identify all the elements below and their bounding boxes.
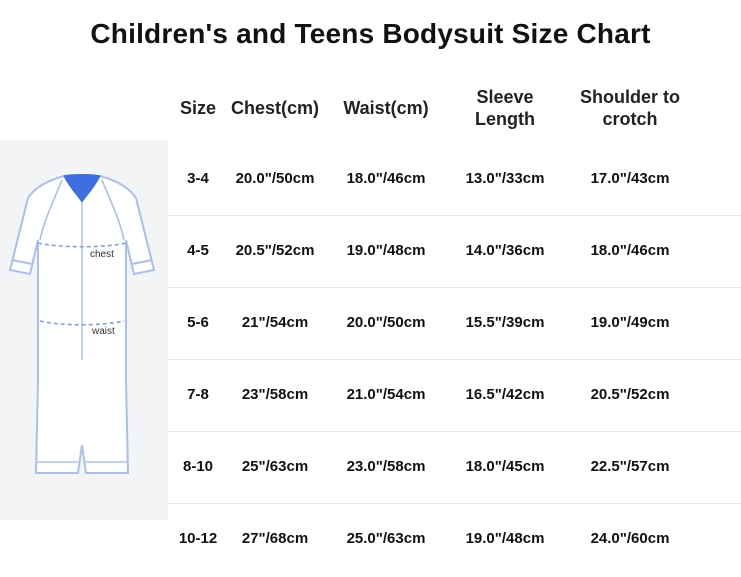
waist-cell: 21.0"/54cm (346, 386, 426, 404)
size-chart-table: Size Chest(cm) Waist(cm) Sleeve Length S… (168, 72, 741, 575)
bodysuit-diagram: chest waist (0, 140, 168, 520)
chest-label: chest (90, 249, 114, 260)
waist-cell: 18.0"/46cm (346, 170, 426, 188)
shoulder-crotch-cell: 18.0"/46cm (590, 242, 670, 260)
chest-measure-line (37, 242, 127, 248)
chest-cell: 20.0"/50cm (235, 170, 315, 188)
header-waist: Waist(cm) (343, 97, 429, 118)
chest-cell: 27"/68cm (241, 530, 309, 548)
header-size: Size (179, 97, 217, 118)
size-cell: 10-12 (178, 530, 218, 548)
size-cell: 7-8 (187, 386, 209, 404)
waist-measure-line (39, 320, 125, 326)
waist-cell: 25.0"/63cm (346, 530, 426, 548)
sleeve-cell: 14.0"/36cm (465, 242, 545, 260)
table-row: 4-5 20.5"/52cm 19.0"/48cm 14.0"/36cm 18.… (168, 216, 741, 288)
size-cell: 8-10 (182, 458, 214, 476)
shoulder-crotch-cell: 24.0"/60cm (590, 530, 670, 548)
chest-cell: 23"/58cm (241, 386, 309, 404)
collar-shape (63, 174, 101, 203)
bodysuit-illustration (8, 174, 156, 474)
sleeve-cell: 15.5"/39cm (465, 314, 545, 332)
waist-cell: 23.0"/58cm (346, 458, 426, 476)
shoulder-crotch-cell: 19.0"/49cm (590, 314, 670, 332)
table-header-row: Size Chest(cm) Waist(cm) Sleeve Length S… (168, 72, 741, 144)
chest-cell: 25"/63cm (241, 458, 309, 476)
header-chest: Chest(cm) (230, 97, 319, 118)
header-shoulder-to-crotch: Shoulder to crotch (580, 86, 680, 130)
sleeve-cell: 13.0"/33cm (465, 170, 545, 188)
page-title: Children's and Teens Bodysuit Size Chart (90, 18, 651, 49)
table-row: 7-8 23"/58cm 21.0"/54cm 16.5"/42cm 20.5"… (168, 360, 741, 432)
waist-label: waist (92, 326, 115, 337)
sleeve-cell: 16.5"/42cm (465, 386, 545, 404)
size-cell: 5-6 (187, 314, 209, 332)
waist-cell: 19.0"/48cm (346, 242, 426, 260)
chest-cell: 21"/54cm (241, 314, 309, 332)
table-row: 5-6 21"/54cm 20.0"/50cm 15.5"/39cm 19.0"… (168, 288, 741, 360)
size-cell: 4-5 (187, 242, 209, 260)
chest-cell: 20.5"/52cm (235, 242, 315, 260)
shoulder-crotch-cell: 22.5"/57cm (590, 458, 670, 476)
shoulder-crotch-cell: 17.0"/43cm (590, 170, 670, 188)
sleeve-cell: 18.0"/45cm (465, 458, 545, 476)
table-row: 3-4 20.0"/50cm 18.0"/46cm 13.0"/33cm 17.… (168, 144, 741, 216)
sleeve-cell: 19.0"/48cm (465, 530, 545, 548)
waist-cell: 20.0"/50cm (346, 314, 426, 332)
table-row: 8-10 25"/63cm 23.0"/58cm 18.0"/45cm 22.5… (168, 432, 741, 504)
table-row: 10-12 27"/68cm 25.0"/63cm 19.0"/48cm 24.… (168, 504, 741, 575)
header-sleeve-length: Sleeve Length (475, 86, 535, 130)
size-cell: 3-4 (187, 170, 209, 188)
shoulder-crotch-cell: 20.5"/52cm (590, 386, 670, 404)
